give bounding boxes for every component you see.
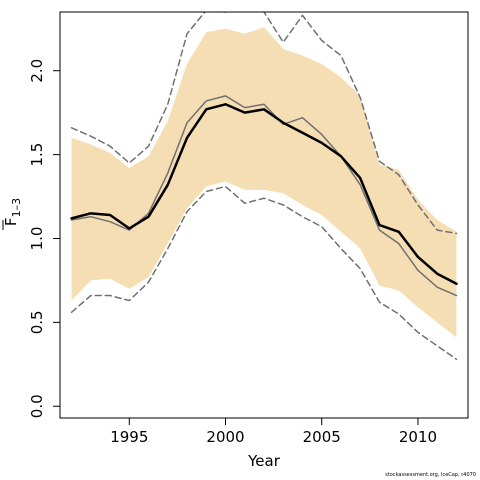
- x-tick-label: 2000: [206, 428, 244, 446]
- y-tick-label: 1.0: [28, 227, 46, 251]
- y-axis: 0.0 0.5 1.0 1.5 2.0: [28, 59, 61, 418]
- credit-note: stockassessment.org, IceCap, r4070: [385, 472, 476, 478]
- estimate-line: [70, 103, 458, 286]
- y-axis-title: F1–3: [2, 198, 23, 230]
- x-tick-label: 2010: [399, 428, 437, 446]
- y-tick-label: 0.0: [28, 394, 46, 418]
- confidence-band: [71, 27, 457, 338]
- x-axis-title: Year: [247, 452, 281, 470]
- lower-bound-dashed-line: [70, 185, 458, 361]
- x-tick-label: 1995: [110, 428, 148, 446]
- y-tick-label: 0.5: [28, 310, 46, 334]
- upper-bound-dashed-line: [70, 12, 458, 235]
- plot-area: [70, 12, 458, 361]
- svg-text:F1–3: F1–3: [2, 198, 23, 226]
- x-axis: 1995 2000 2005 2010: [110, 417, 437, 446]
- y-tick-label: 2.0: [28, 59, 46, 83]
- x-tick-label: 2005: [303, 428, 341, 446]
- y-tick-label: 1.5: [28, 143, 46, 167]
